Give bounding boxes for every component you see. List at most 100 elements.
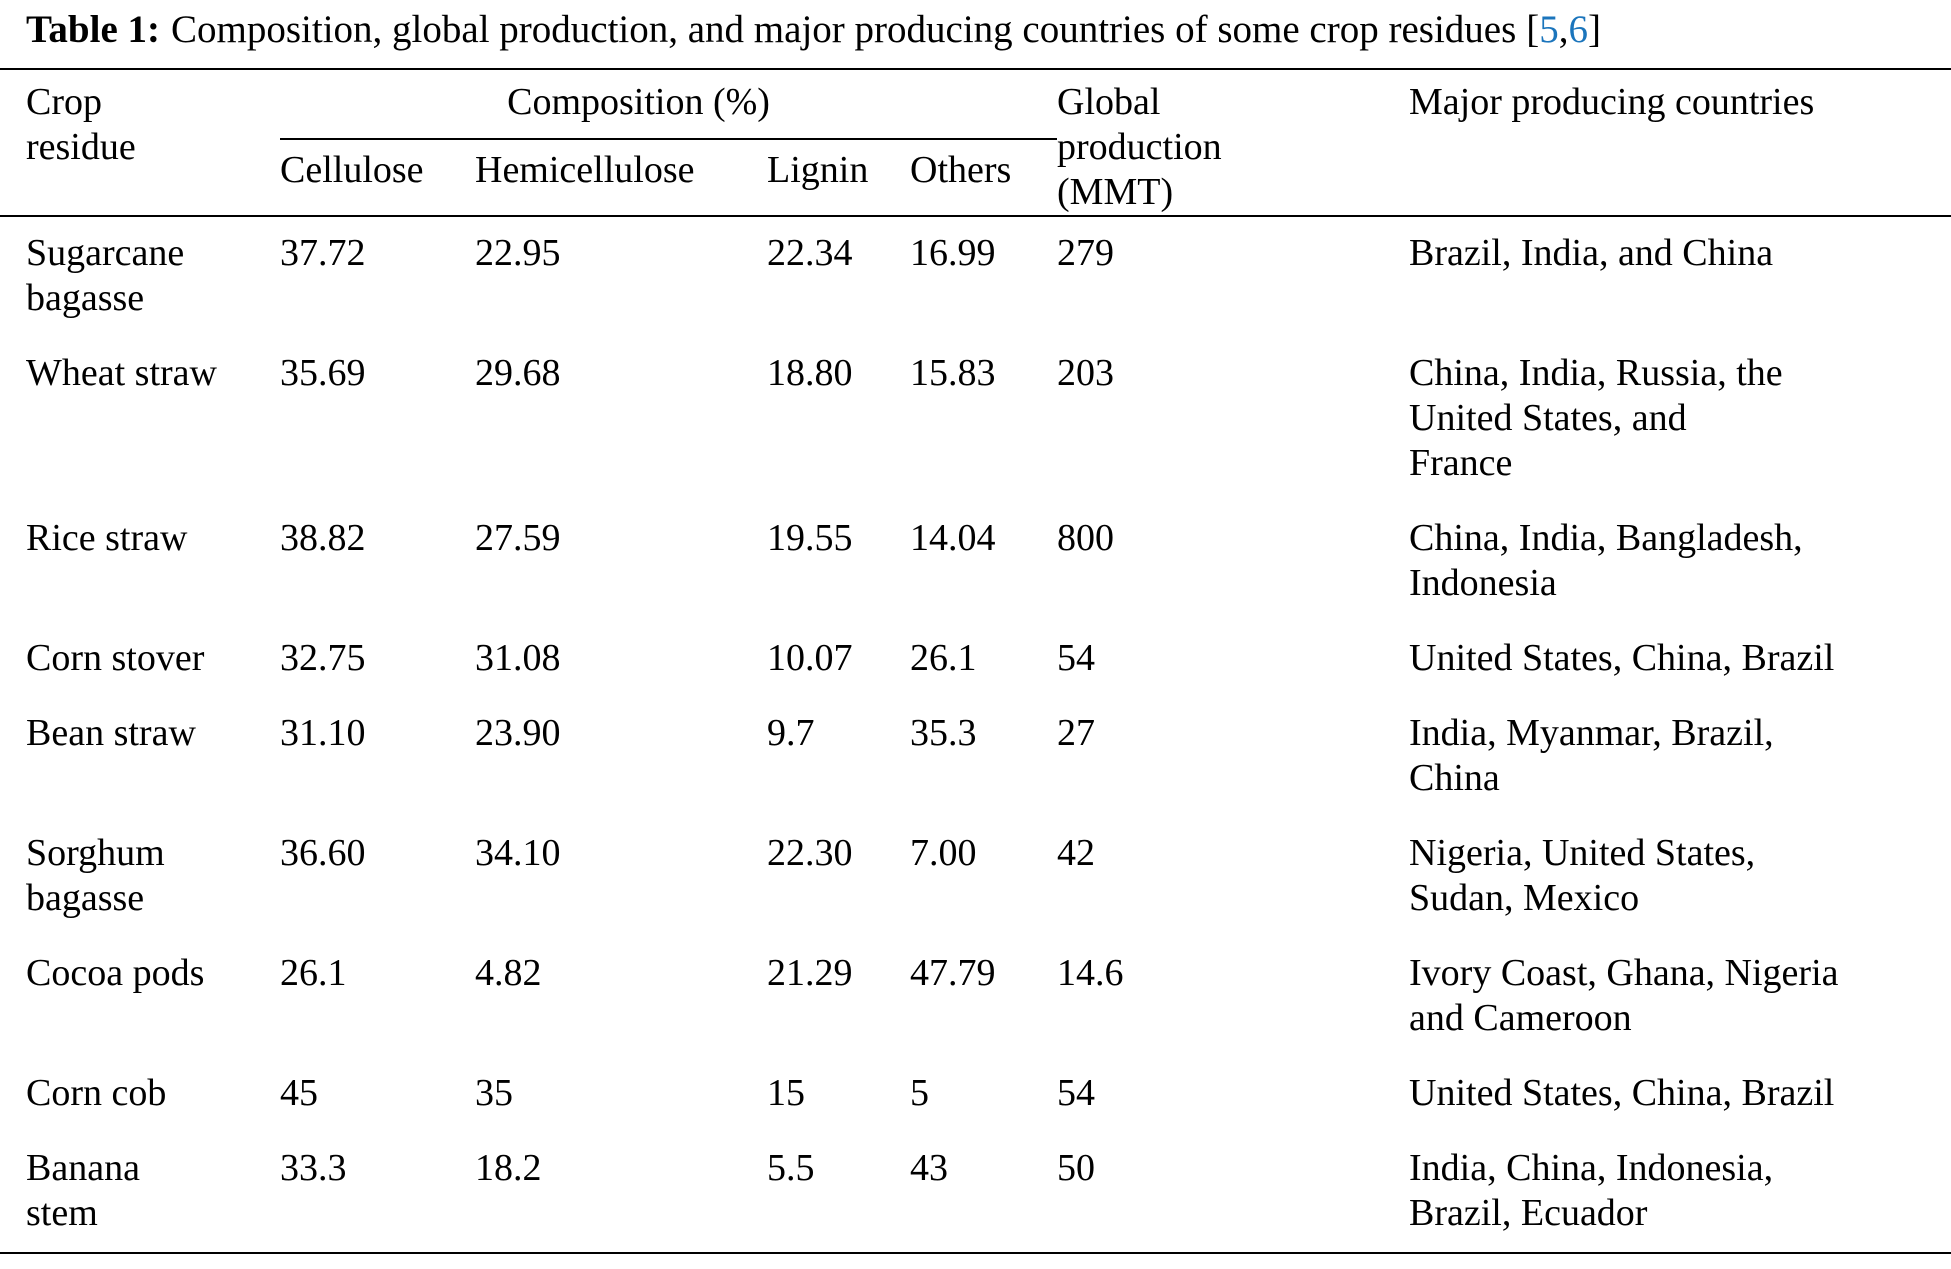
text-line: bagasse (26, 277, 145, 319)
text-line: United States, China, Brazil (1409, 1072, 1835, 1114)
citation-close-bracket: ] (1588, 8, 1602, 51)
text-line: China, India, Russia, the (1409, 352, 1783, 394)
text-line: United States, and (1409, 397, 1687, 439)
text-line: Sugarcane (26, 232, 185, 274)
header-row-top: Crop residue Composition (%) Global prod… (0, 69, 1951, 213)
cell-crop-residue: Sugarcane bagasse (0, 215, 280, 337)
cell-hemicellulose: 27.59 (475, 517, 561, 559)
cell-global-production: 54 (1057, 637, 1096, 679)
cell-hemicellulose: 18.2 (475, 1147, 542, 1189)
citation-open-bracket: [ (1526, 8, 1540, 51)
text-line: Sudan, Mexico (1409, 877, 1640, 919)
header-cellulose: Cellulose (280, 149, 424, 192)
cell-countries: Brazil, India, and China (1409, 215, 1951, 337)
cell-others: 16.99 (910, 215, 1058, 337)
cell-lignin: 9.7 (767, 712, 815, 754)
cell-countries: India, Myanmar, Brazil, China (1409, 697, 1951, 817)
citation-group: [5,6] (1526, 8, 1601, 51)
text-line: stem (26, 1192, 98, 1234)
text-line: Crop (26, 81, 102, 123)
citation-link-5[interactable]: 5 (1539, 8, 1559, 51)
cell-others: 7.00 (910, 832, 977, 874)
cell-lignin: 5.5 (767, 1147, 815, 1189)
text-line: China (1409, 757, 1500, 799)
cell-global-production: 42 (1057, 832, 1096, 874)
cell-lignin: 19.55 (767, 517, 853, 559)
table-row: Cocoa pods 26.1 4.82 21.29 47.79 14.6 Iv… (0, 937, 1951, 1057)
text-line: India, China, Indonesia, (1409, 1147, 1774, 1189)
table-caption-text: Composition, global production, and majo… (171, 8, 1517, 51)
cell-global-production: 54 (1057, 1072, 1096, 1114)
cell-cellulose: 36.60 (280, 832, 366, 874)
text-line: production (1057, 126, 1222, 168)
cell-global-production: 50 (1057, 1147, 1096, 1189)
cell-cellulose: 37.72 (280, 215, 475, 337)
cell-hemicellulose: 29.68 (475, 352, 561, 394)
cell-others: 35.3 (910, 712, 977, 754)
text-line: United States, China, Brazil (1409, 637, 1835, 679)
table-row: Banana stem 33.3 18.2 5.5 43 50 India, Ch… (0, 1132, 1951, 1253)
cell-lignin: 22.34 (767, 215, 910, 337)
header-lignin: Lignin (767, 149, 869, 192)
cell-cellulose: 38.82 (280, 517, 366, 559)
cell-crop-residue: Wheat straw (26, 352, 217, 394)
cell-crop-residue: Sorghum bagasse (0, 817, 280, 937)
table-row: Wheat straw 35.69 29.68 18.80 15.83 203 … (0, 337, 1951, 502)
cell-crop-residue: Cocoa pods (26, 952, 205, 994)
crop-residues-table: Crop residue Composition (%) Global prod… (0, 68, 1951, 1254)
table-row: Corn stover 32.75 31.08 10.07 26.1 54 Un… (0, 622, 1951, 697)
cell-countries: Ivory Coast, Ghana, Nigeria and Cameroon (1409, 937, 1951, 1057)
text-line: and Cameroon (1409, 997, 1632, 1039)
text-line: bagasse (26, 877, 145, 919)
cell-hemicellulose: 34.10 (475, 832, 561, 874)
cell-others: 43 (910, 1147, 948, 1189)
citation-comma: , (1558, 8, 1569, 51)
cell-lignin: 15 (767, 1072, 805, 1114)
cell-global-production: 203 (1057, 352, 1115, 394)
cell-global-production: 279 (1057, 215, 1410, 337)
text-line: Ivory Coast, Ghana, Nigeria (1409, 952, 1839, 994)
table-row: Sorghum bagasse 36.60 34.10 22.30 7.00 42… (0, 817, 1951, 937)
cell-cellulose: 35.69 (280, 352, 366, 394)
cell-lignin: 18.80 (767, 352, 853, 394)
cell-countries: China, India, Russia, the United States, … (1409, 337, 1951, 502)
table-body: Sugarcane bagasse 37.72 22.95 22.34 16.99… (0, 215, 1951, 1253)
cell-others: 26.1 (910, 637, 977, 679)
text-line: Brazil, India, and China (1409, 232, 1774, 274)
cell-cellulose: 31.10 (280, 712, 366, 754)
cell-crop-residue: Banana stem (0, 1132, 280, 1253)
table-row: Sugarcane bagasse 37.72 22.95 22.34 16.99… (0, 215, 1951, 337)
cell-others: 14.04 (910, 517, 996, 559)
cell-crop-residue: Corn stover (26, 637, 205, 679)
header-major-producing-countries: Major producing countries (1409, 81, 1815, 123)
cell-countries: United States, China, Brazil (1409, 1057, 1951, 1132)
header-global-production: Global production (MMT) (1057, 69, 1409, 216)
table-row: Corn cob 45 35 15 5 54 United States, Ch… (0, 1057, 1951, 1132)
cell-crop-residue: Rice straw (26, 517, 188, 559)
text-line: Indonesia (1409, 562, 1557, 604)
citation-link-6[interactable]: 6 (1568, 8, 1589, 51)
cell-global-production: 800 (1057, 517, 1115, 559)
text-line: Brazil, Ecuador (1409, 1192, 1648, 1234)
cell-countries: Nigeria, United States, Sudan, Mexico (1409, 817, 1951, 937)
cell-countries: United States, China, Brazil (1409, 622, 1951, 697)
text-line: Nigeria, United States, (1409, 832, 1756, 874)
table-caption: Table 1: Composition, global production, … (0, 0, 1951, 68)
text-line: (MMT) (1057, 171, 1174, 213)
text-line: Global (1057, 81, 1161, 123)
table-header: Crop residue Composition (%) Global prod… (0, 69, 1951, 216)
cell-crop-residue: Bean straw (26, 712, 196, 754)
cell-hemicellulose: 31.08 (475, 637, 561, 679)
cell-hemicellulose: 35 (475, 1072, 513, 1114)
header-others: Others (910, 149, 1012, 192)
cell-global-production: 14.6 (1057, 952, 1124, 994)
text-line: residue (26, 126, 136, 168)
cell-lignin: 22.30 (767, 832, 853, 874)
cell-hemicellulose: 4.82 (475, 952, 542, 994)
text-line: Banana (26, 1147, 140, 1189)
cell-hemicellulose: 23.90 (475, 712, 561, 754)
table-caption-label: Table 1: (26, 8, 161, 51)
cell-others: 47.79 (910, 952, 996, 994)
cell-others: 5 (910, 1072, 929, 1114)
cell-countries: China, India, Bangladesh, Indonesia (1409, 502, 1951, 622)
